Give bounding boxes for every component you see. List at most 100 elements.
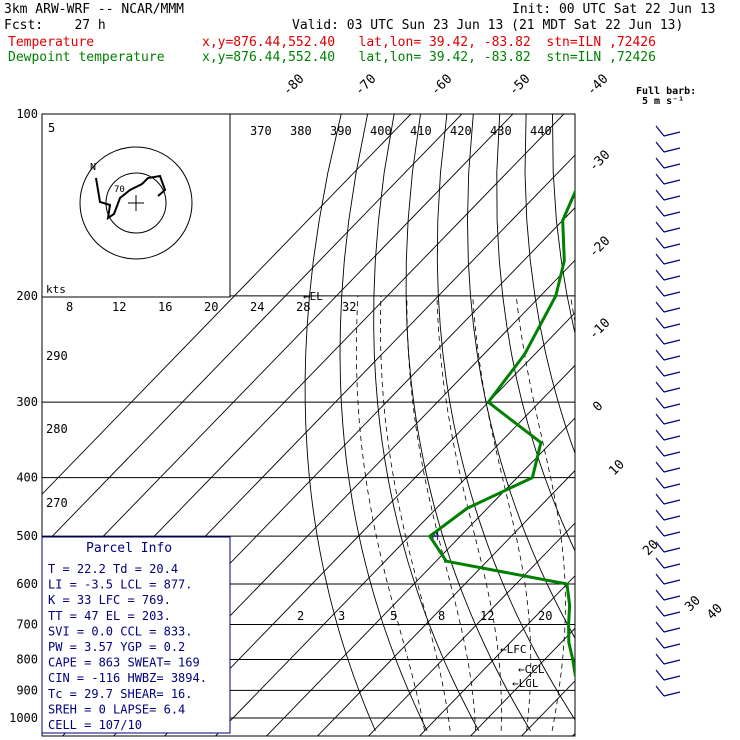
isotherm-label: 10 (606, 457, 628, 479)
hodograph-ring-label: 5 (48, 121, 55, 135)
parcel-info-row: CAPE = 863 SWEAT= 169 (48, 656, 200, 670)
mixing-ratio-label: 3 (338, 609, 345, 623)
wind-barb-flag (663, 211, 681, 217)
wind-barb-flag (663, 467, 681, 473)
wind-barb-flag (663, 131, 681, 137)
wind-barb-flag (663, 547, 681, 553)
moist-adiabat (355, 295, 425, 731)
wind-barb-flag (663, 195, 681, 201)
temperature-location: x,y=876.44,552.40 lat,lon= 39.42, -83.82… (202, 35, 656, 50)
dewpoint-legend-label: Dewpoint temperature (8, 50, 165, 65)
dry-adiabat (579, 114, 740, 731)
wind-barb (655, 237, 665, 249)
isotherm-label: -70 (352, 72, 379, 99)
wind-barb (655, 541, 665, 553)
wind-barb-flag (663, 595, 681, 601)
wind-barb (655, 397, 665, 409)
isotherm-line (163, 312, 575, 736)
parcel-info-row: LI = -3.5 LCL = 877. (48, 578, 193, 592)
wind-barb-flag (663, 227, 681, 233)
isotherm-label: 40 (704, 601, 726, 623)
pressure-label: 800 (16, 652, 38, 666)
isotherm-label: -10 (586, 316, 613, 343)
isotherm-line (673, 114, 740, 738)
mixing-ratio-label: 5 (390, 609, 397, 623)
hodograph-speed-label: 12 (112, 300, 126, 314)
parcel-info-row: Tc = 29.7 SHEAR= 16. (48, 687, 193, 701)
dry-adiabat (304, 114, 376, 731)
dewpoint-profile-line (428, 188, 575, 679)
moist-adiabat (379, 295, 451, 731)
hodograph-speed-label: 8 (66, 300, 73, 314)
isotherm-label: 30 (682, 593, 704, 615)
wind-barb (655, 125, 665, 137)
wind-barb (655, 589, 665, 601)
mixing-ratio-label: 2 (297, 609, 304, 623)
temperature-profile-line (601, 114, 740, 718)
wind-barb (655, 477, 665, 489)
moist-adiabat (436, 295, 502, 731)
dry-adiabat (405, 114, 531, 732)
wind-barb-flag (663, 435, 681, 441)
isotherm-label: 20 (640, 537, 662, 559)
mixing-ratio-label: 20 (538, 609, 552, 623)
parcel-info-row: K = 33 LFC = 769. (48, 593, 171, 607)
moist-adiabat (654, 296, 740, 731)
el-label: ←EL (303, 290, 323, 303)
dry-adiabat (711, 114, 740, 731)
hodograph-units-label: kts (46, 283, 66, 296)
wind-barb-flag (663, 339, 681, 345)
wind-barb-flag (663, 499, 681, 505)
wind-barb-flag (663, 531, 681, 537)
wind-barb (655, 253, 665, 265)
wind-barb (655, 493, 665, 505)
isotherm-label: -50 (506, 72, 533, 99)
isotherm-label: -40 (584, 72, 611, 99)
wind-barb (655, 509, 665, 521)
moist-adiabat (472, 295, 532, 731)
ccl-label: ←CCL (518, 663, 545, 676)
wind-barb (655, 141, 665, 153)
dry-adiabat (436, 114, 575, 721)
wind-barb (655, 653, 665, 665)
temperature-legend-label: Temperature (8, 35, 95, 50)
wind-barb (655, 525, 665, 537)
wind-barb (655, 317, 665, 329)
isotherm-line (520, 680, 575, 736)
barb-legend-line2: 5 m s⁻¹ (642, 96, 684, 107)
dry-adiabat (339, 114, 428, 731)
dry-adiabat (373, 114, 480, 732)
hodograph-ring-outer (79, 146, 193, 260)
wind-barb-flag (663, 147, 681, 153)
isotherm-line (42, 114, 514, 601)
pressure-label: 200 (16, 289, 38, 303)
parcel-info-row: TT = 47 EL = 203. (48, 609, 171, 623)
wind-barb-flag (663, 259, 681, 265)
valid-time: Valid: 03 UTC Sun 23 Jun 13 (21 MDT Sat … (292, 18, 684, 33)
wind-barb (655, 173, 665, 185)
pressure-label: 400 (16, 471, 38, 485)
parcel-info-box (41, 536, 231, 734)
theta-label: 370 (250, 124, 272, 138)
hodograph-speed-label: 32 (342, 300, 356, 314)
parcel-info-row: SVI = 0.0 CCL = 833. (48, 624, 193, 638)
wind-barb (655, 557, 665, 569)
wind-barb (655, 573, 665, 585)
wind-barb-flag (663, 451, 681, 457)
wind-barb (655, 637, 665, 649)
parcel-info-row: CELL = 107/10 (48, 718, 142, 732)
moist-adiabat (603, 296, 658, 731)
wind-barb-flag (663, 675, 681, 681)
moist-adiabat (406, 295, 476, 731)
hodograph-speed-label: 24 (250, 300, 264, 314)
wind-barb-flag (663, 403, 681, 409)
plot-frame (41, 113, 576, 737)
barb-legend-line1: Full barb: (636, 86, 696, 97)
dry-adiabat (496, 114, 575, 552)
wind-barb (655, 365, 665, 377)
side-theta-label: 290 (46, 349, 68, 363)
wind-barb (655, 189, 665, 201)
theta-label: 420 (450, 124, 472, 138)
init-time: Init: 00 UTC Sat 22 Jun 13 (512, 2, 716, 17)
wind-barb (655, 221, 665, 233)
